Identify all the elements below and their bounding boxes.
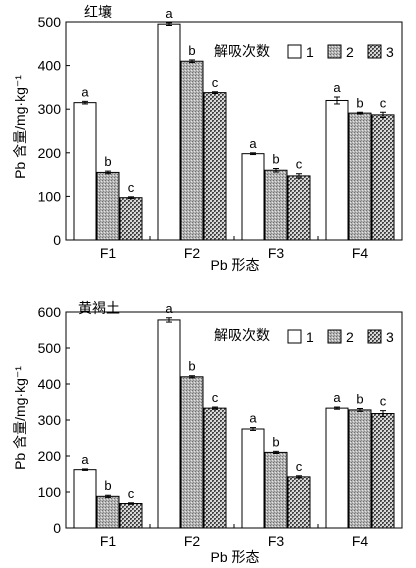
- x-tick-label: F2: [184, 245, 201, 261]
- significance-letter: a: [81, 84, 89, 99]
- legend-swatch: [327, 329, 342, 344]
- x-axis-label: Pb 形态: [210, 257, 259, 273]
- legend-label: 2: [346, 329, 354, 345]
- x-axis-label: Pb 形态: [210, 549, 259, 565]
- x-tick-label: F4: [352, 245, 369, 261]
- significance-letter: a: [249, 411, 257, 426]
- significance-letter: a: [165, 301, 173, 316]
- bar: [180, 376, 204, 529]
- y-tick-label: 0: [53, 232, 61, 248]
- bar: [73, 469, 97, 529]
- significance-letter: c: [212, 390, 219, 405]
- bar: [287, 175, 311, 241]
- bar: [325, 407, 349, 529]
- chart-panel-red-soil: 红壤 Pb 形态 Pb 含量/mg·kg⁻¹ 解吸次数 0 100 200 300 40…: [12, 4, 403, 273]
- significance-letter: c: [128, 180, 135, 195]
- bar: [203, 92, 227, 241]
- bar: [119, 197, 143, 241]
- y-tick-label: 500: [38, 340, 62, 356]
- chart-title: 红壤: [84, 4, 112, 20]
- significance-letter: b: [104, 154, 111, 169]
- y-tick-label: 400: [38, 376, 62, 392]
- legend-swatch: [367, 44, 382, 59]
- x-axis: F1 F2 F3 F4: [100, 236, 369, 261]
- bar: [203, 407, 227, 529]
- y-tick-label: 400: [38, 58, 62, 74]
- y-tick-label: 500: [38, 14, 62, 30]
- legend-swatch: [287, 329, 302, 344]
- significance-letter: a: [165, 6, 173, 21]
- y-tick-label: 100: [38, 484, 62, 500]
- chart-panel-yellow-brown-soil: 黄褐土 Pb 形态 Pb 含量/mg·kg⁻¹ 解吸次数 0 100 200 300 4…: [12, 300, 403, 565]
- significance-letter: a: [333, 390, 341, 405]
- x-tick-label: F1: [100, 245, 117, 261]
- y-axis: 0 100 200 300 400 500 600: [38, 304, 403, 536]
- legend-title: 解吸次数: [214, 43, 270, 59]
- x-tick-label: F2: [184, 533, 201, 549]
- significance-letter: b: [104, 478, 111, 493]
- significance-letter: b: [188, 43, 195, 58]
- bar: [371, 114, 395, 241]
- y-tick-label: 600: [38, 304, 62, 320]
- legend-label: 3: [386, 44, 394, 60]
- y-axis-label: Pb 含量/mg·kg⁻¹: [12, 366, 28, 470]
- legend-label: 2: [346, 44, 354, 60]
- significance-letter: b: [356, 95, 363, 110]
- significance-letter: c: [296, 157, 303, 172]
- legend-label: 3: [386, 329, 394, 345]
- significance-letter: b: [188, 359, 195, 374]
- bar: [348, 112, 372, 241]
- bar: [241, 153, 265, 241]
- y-tick-label: 200: [38, 145, 62, 161]
- significance-letter: c: [212, 75, 219, 90]
- bar: [287, 476, 311, 529]
- bar: [264, 169, 288, 241]
- chart-title: 黄褐土: [78, 300, 120, 316]
- y-tick-label: 300: [38, 412, 62, 428]
- y-axis-label: Pb 含量/mg·kg⁻¹: [12, 75, 28, 179]
- legend: 1 2 3: [287, 329, 394, 345]
- legend-swatch: [327, 44, 342, 59]
- bar: [73, 102, 97, 241]
- x-tick-label: F3: [268, 245, 285, 261]
- legend-label: 1: [306, 329, 314, 345]
- legend-swatch: [367, 329, 382, 344]
- y-tick-label: 200: [38, 448, 62, 464]
- significance-letter: a: [249, 136, 257, 151]
- significance-letter: a: [81, 452, 89, 467]
- y-tick-label: 300: [38, 101, 62, 117]
- significance-letter: b: [272, 434, 279, 449]
- significance-letter: b: [356, 391, 363, 406]
- significance-letter: c: [296, 459, 303, 474]
- y-tick-label: 100: [38, 188, 62, 204]
- bar: [157, 23, 181, 241]
- bar: [157, 319, 181, 529]
- x-axis: F1 F2 F3 F4: [100, 524, 369, 549]
- bar: [180, 60, 204, 241]
- y-tick-label: 0: [53, 520, 61, 536]
- significance-letter: c: [380, 95, 387, 110]
- bar: [348, 409, 372, 529]
- x-tick-label: F1: [100, 533, 117, 549]
- significance-letter: c: [380, 394, 387, 409]
- bar: [264, 451, 288, 529]
- bar: [96, 495, 120, 529]
- bar: [96, 171, 120, 241]
- legend-label: 1: [306, 44, 314, 60]
- bar: [325, 99, 349, 241]
- significance-letter: c: [128, 486, 135, 501]
- legend: 1 2 3: [287, 44, 394, 60]
- legend-title: 解吸次数: [214, 327, 270, 343]
- bar: [241, 428, 265, 529]
- x-tick-label: F3: [268, 533, 285, 549]
- significance-letter: b: [272, 151, 279, 166]
- bar: [371, 413, 395, 529]
- x-tick-label: F4: [352, 533, 369, 549]
- bar: [119, 503, 143, 529]
- significance-letter: a: [333, 80, 341, 95]
- legend-swatch: [287, 44, 302, 59]
